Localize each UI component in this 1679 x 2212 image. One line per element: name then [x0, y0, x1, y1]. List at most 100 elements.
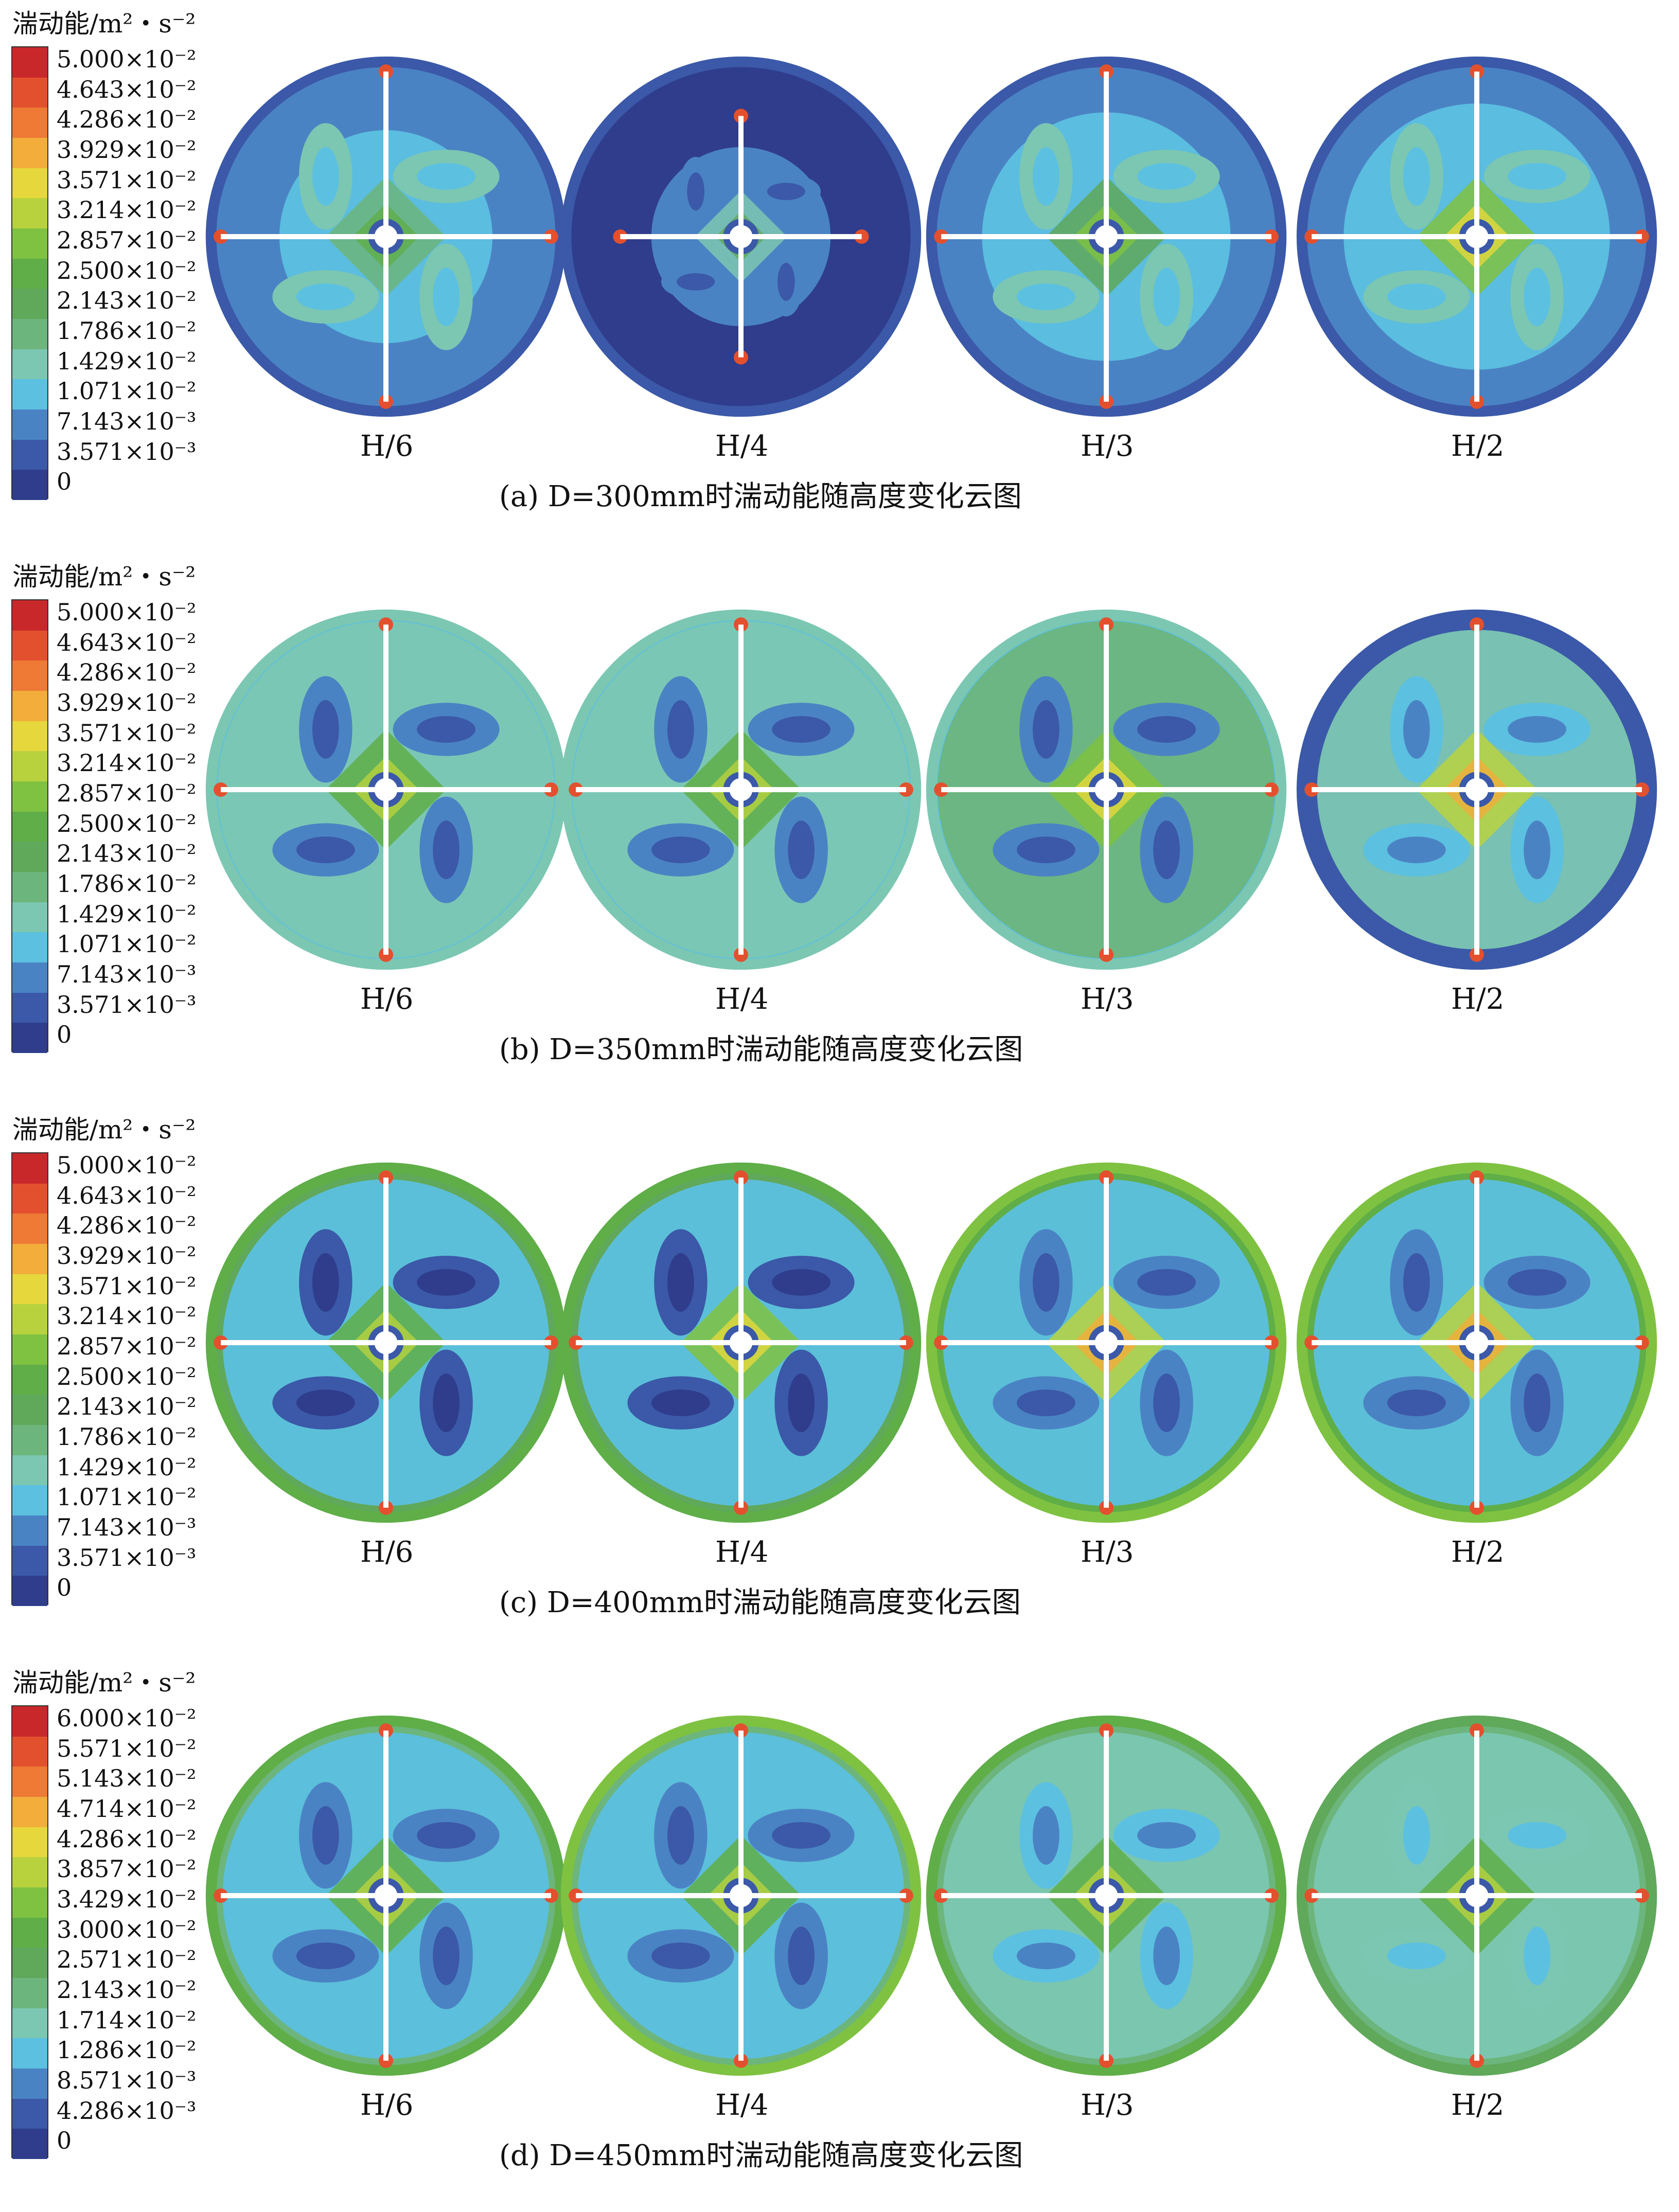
height-label: H/6 — [360, 2089, 414, 2122]
height-label: H/2 — [1451, 1536, 1505, 1569]
vortex-core — [1403, 147, 1430, 206]
colorbar-segment — [12, 1515, 47, 1546]
colorbar-segment — [12, 1455, 47, 1486]
disk-outer-band — [926, 609, 1287, 970]
colorbar-segment — [12, 1736, 47, 1767]
colorbar-tick-label: 4.643×10⁻² — [57, 1181, 197, 1209]
impeller-hub — [1094, 1331, 1118, 1354]
figure-panel: 湍动能/m²・s⁻² 5.000×10⁻² 4.643×10⁻² 4.286×10⁻²… — [0, 0, 1679, 553]
colorbar-tick-label: 4.643×10⁻² — [57, 628, 197, 656]
colorbar-segment — [12, 992, 47, 1023]
colorbar-segment — [12, 1978, 47, 2009]
contour-disk — [1294, 54, 1659, 419]
colorbar-segment — [12, 289, 47, 319]
disk-outer-band — [926, 1715, 1287, 2076]
contour-disk — [1294, 1713, 1659, 2078]
colorbar-segment — [12, 2008, 47, 2039]
blade-tip-hotspot — [1634, 1335, 1649, 1350]
contour-disk — [558, 1160, 924, 1525]
vortex-core — [433, 820, 459, 880]
colorbar-tick-label: 3.571×10⁻² — [57, 166, 197, 194]
colorbar-segment — [12, 349, 47, 380]
legend-title: 湍动能/m²・s⁻² — [12, 1668, 196, 1698]
disk-outer-band — [1296, 1715, 1657, 2076]
vortex-core — [433, 1373, 459, 1433]
vortex-core — [788, 1373, 815, 1433]
blade-tip-hotspot — [1634, 782, 1649, 797]
legend-title: 湍动能/m²・s⁻² — [12, 1115, 196, 1145]
height-label: H/6 — [360, 1536, 414, 1569]
colorbar-tick-label: 3.429×10⁻² — [57, 1885, 197, 1913]
blade-tip-hotspot — [1470, 2053, 1484, 2068]
colorbar-segment — [12, 1425, 47, 1456]
contour-plot — [560, 56, 922, 417]
blade-tip-hotspot — [1264, 229, 1279, 244]
colorbar-segment — [12, 258, 47, 289]
vortex-core — [1033, 1253, 1059, 1312]
impeller-hub — [374, 1884, 398, 1907]
colorbar-segment — [12, 47, 47, 78]
contour-disk — [924, 1160, 1289, 1525]
blade-tip-hotspot — [379, 1170, 393, 1185]
vortex-core — [1016, 1942, 1075, 1969]
impeller-hub — [1465, 1884, 1489, 1907]
blade-tip-hotspot — [1264, 1335, 1279, 1350]
contour-plot — [205, 609, 567, 970]
vortex-core — [677, 273, 715, 291]
vortex-core — [1153, 1926, 1180, 1986]
panel-caption: (b) D=350mm时湍动能随高度变化云图 — [499, 1033, 1023, 1066]
colorbar-segment — [12, 1545, 47, 1576]
contour-plot — [560, 1162, 922, 1523]
contour-disk — [924, 54, 1289, 419]
colorbar-tick-label: 3.929×10⁻² — [57, 136, 197, 164]
contour-disk — [558, 54, 924, 419]
colorbar-segment — [12, 1767, 47, 1797]
blade-tip-hotspot — [1099, 1170, 1114, 1185]
colorbar-segment — [12, 1153, 47, 1184]
vortex-core — [1153, 1373, 1180, 1433]
disk-outer-band — [560, 1715, 922, 2076]
colorbar-tick-label: 2.500×10⁻² — [57, 809, 197, 837]
contour-disk — [924, 1713, 1289, 2078]
colorbar-segment — [12, 228, 47, 259]
impeller-hub — [729, 225, 753, 248]
vortex-core — [667, 1806, 694, 1865]
vortex-core — [1524, 1926, 1550, 1986]
blade-tip-hotspot — [1264, 1888, 1279, 1903]
contour-disk — [558, 607, 924, 972]
disk-outer-band — [205, 1715, 567, 2076]
vortex-core — [1033, 147, 1059, 206]
vortex-core — [296, 1942, 355, 1969]
blade-tip-hotspot — [1470, 1500, 1484, 1515]
colorbar-segment — [12, 630, 47, 661]
panel-caption: (c) D=400mm时湍动能随高度变化云图 — [499, 1586, 1021, 1619]
contour-plot — [1296, 609, 1657, 970]
disk-outer-band — [560, 56, 922, 417]
colorbar-tick-label: 8.571×10⁻³ — [57, 2066, 197, 2094]
colorbar-tick-label: 3.857×10⁻² — [57, 1855, 197, 1883]
figure-panel: 湍动能/m²・s⁻² 6.000×10⁻² 5.571×10⁻² 5.143×10⁻²… — [0, 1659, 1679, 2212]
height-label: H/3 — [1081, 2089, 1134, 2122]
contour-plot — [560, 1715, 922, 2076]
disk-outer-band — [560, 609, 922, 970]
colorbar-tick-label: 1.429×10⁻² — [57, 900, 197, 928]
vortex-core — [417, 1269, 476, 1296]
vortex-core — [1524, 1373, 1550, 1433]
colorbar-segment — [12, 198, 47, 229]
blade-tip-hotspot — [1304, 782, 1319, 797]
contour-plot — [1296, 1162, 1657, 1523]
colorbar-tick-label: 3.929×10⁻² — [57, 1242, 197, 1270]
panel-caption: (d) D=450mm时湍动能随高度变化云图 — [499, 2139, 1023, 2172]
colorbar-tick-label: 1.286×10⁻² — [57, 2036, 197, 2064]
colorbar — [11, 46, 48, 501]
blade-tip-hotspot — [214, 229, 228, 244]
vortex-core — [1508, 1822, 1567, 1849]
contour-plot — [1296, 1715, 1657, 2076]
colorbar-segment — [12, 409, 47, 440]
contour-disk — [1294, 1160, 1659, 1525]
colorbar-tick-label: 2.143×10⁻² — [57, 1976, 197, 2004]
colorbar-segment — [12, 1395, 47, 1425]
vortex-core — [1403, 1806, 1430, 1865]
colorbar-tick-label: 3.571×10⁻³ — [57, 437, 197, 466]
blade-tip-hotspot — [1099, 1723, 1114, 1738]
